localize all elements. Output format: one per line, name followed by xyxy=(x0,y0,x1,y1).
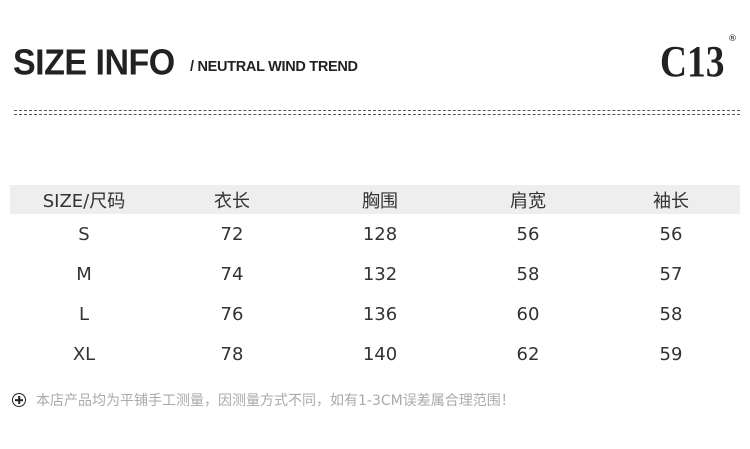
table-row: M 74 132 58 57 xyxy=(10,254,740,294)
measurement-note: 本店产品均为平铺手工测量，因测量方式不同，如有1-3CM误差属合理范围！ xyxy=(12,390,515,410)
table-cell: S xyxy=(78,223,90,245)
table-cell: XL xyxy=(72,343,96,365)
table-cell: L xyxy=(78,303,90,325)
size-table: SIZE/尺码 衣长 胸围 肩宽 袖长 S 72 128 56 56 M 74 132 58 57… xyxy=(10,185,740,374)
table-cell: 58 xyxy=(659,303,683,325)
table-cell: 59 xyxy=(659,343,683,365)
table-cell: 57 xyxy=(659,263,683,285)
divider xyxy=(14,110,740,115)
table-cell: 132 xyxy=(362,263,398,285)
plus-circle-icon xyxy=(12,393,26,407)
column-header: SIZE/尺码 xyxy=(42,190,126,212)
column-header: 衣长 xyxy=(214,190,250,212)
table-cell: 56 xyxy=(516,223,540,245)
table-cell: 74 xyxy=(220,263,244,285)
page-subtitle: / NEUTRAL WIND TREND xyxy=(190,59,358,75)
note-text: 本店产品均为平铺手工测量，因测量方式不同，如有1-3CM误差属合理范围！ xyxy=(36,393,515,409)
table-cell: 72 xyxy=(220,223,244,245)
column-header: 胸围 xyxy=(362,190,398,212)
brand-logo: C13 xyxy=(660,37,725,86)
column-header: 袖长 xyxy=(653,190,689,212)
table-cell: 58 xyxy=(516,263,540,285)
table-cell: 62 xyxy=(516,343,540,365)
table-header: SIZE/尺码 衣长 胸围 肩宽 袖长 xyxy=(10,185,740,214)
table-cell: 128 xyxy=(362,223,398,245)
table-cell: 76 xyxy=(220,303,244,325)
table-cell: 56 xyxy=(659,223,683,245)
column-header: 肩宽 xyxy=(510,190,546,212)
table-row: L 76 136 60 58 xyxy=(10,294,740,334)
table-cell: 136 xyxy=(362,303,398,325)
table-cell: 140 xyxy=(362,343,398,365)
table-row: XL 78 140 62 59 xyxy=(10,334,740,374)
page-title: SIZE INFO xyxy=(13,43,175,83)
registered-mark: ® xyxy=(728,34,737,44)
table-cell: 60 xyxy=(516,303,540,325)
table-cell: M xyxy=(76,263,92,285)
table-cell: 78 xyxy=(220,343,244,365)
table-row: S 72 128 56 56 xyxy=(10,214,740,254)
